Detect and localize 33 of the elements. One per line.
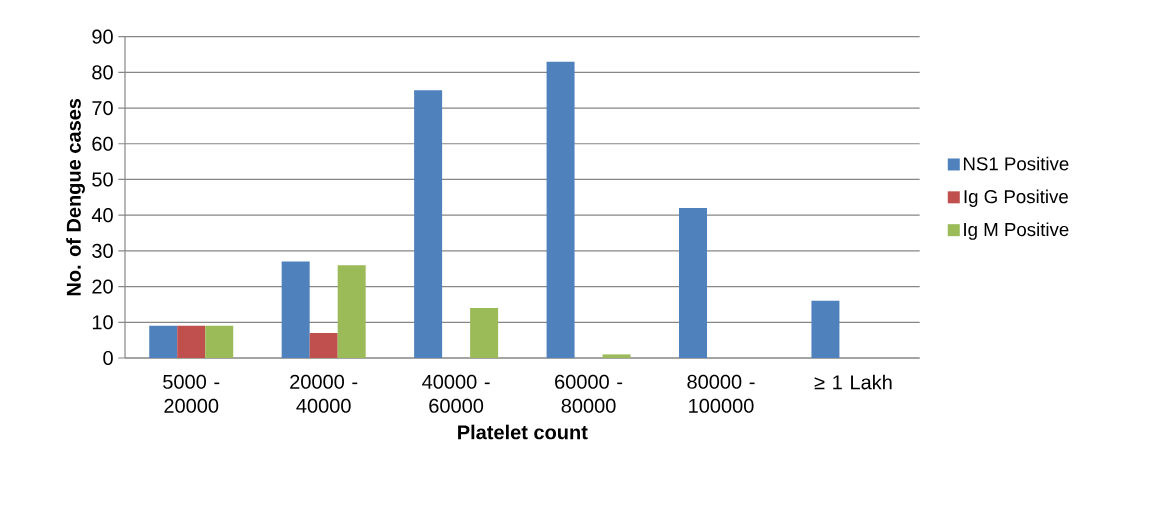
y-tick-label: 80 (92, 65, 113, 80)
y-tick-label: 30 (92, 243, 113, 258)
x-tick-label: 60000 - 80000 (555, 374, 623, 413)
x-tick-label: 5000 - 20000 (163, 374, 220, 413)
x-tick-label: ≥ 1 Lakh (814, 374, 892, 390)
bar (309, 333, 338, 358)
x-axis-title: Platelet count (458, 424, 588, 440)
x-tick-label: 20000 - 40000 (290, 374, 358, 413)
bar (546, 61, 575, 358)
bar (414, 90, 443, 358)
bar (470, 308, 499, 358)
legend-label: NS1 Positive (963, 156, 1069, 171)
y-tick-label: 20 (92, 279, 113, 294)
y-axis-title: No. of Dengue cases (66, 98, 85, 296)
y-tick-label: 40 (91, 208, 113, 223)
y-tick-label: 70 (92, 100, 113, 116)
legend-label: Ig G Positive (964, 189, 1068, 207)
y-tick-label: 0 (103, 350, 113, 366)
y-tick-label: 60 (92, 136, 113, 151)
bar (177, 325, 206, 358)
bar (281, 261, 310, 358)
bar (679, 208, 707, 358)
y-tick-label: 50 (92, 172, 113, 187)
bar (149, 325, 178, 358)
y-tick-label: 10 (92, 315, 113, 330)
bar (811, 300, 840, 358)
y-tick-label: 90 (92, 29, 113, 44)
bar (205, 325, 234, 358)
bar (337, 265, 366, 358)
bar (602, 354, 631, 358)
legend-label: Ig M Positive (964, 222, 1069, 240)
x-tick-label: 80000 - 100000 (687, 374, 755, 413)
x-tick-label: 40000 - 60000 (422, 374, 490, 413)
